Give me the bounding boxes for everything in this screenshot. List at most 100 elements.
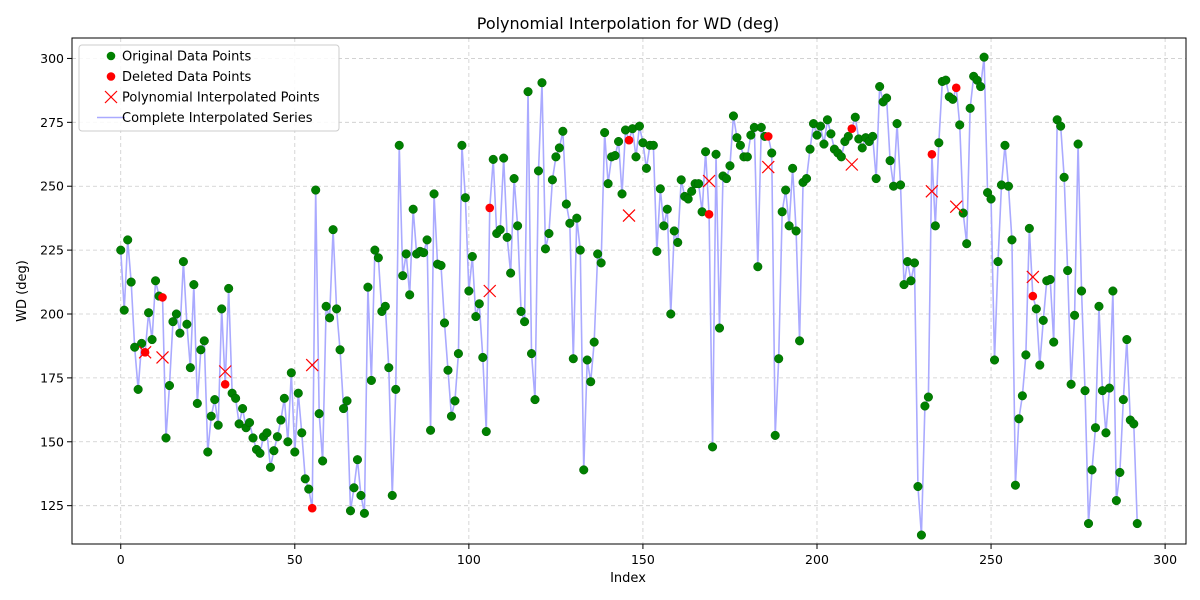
original-data-point [673, 237, 683, 247]
interpolated-point-stroke [218, 365, 232, 378]
x-axis-label: Index [610, 571, 646, 586]
original-data-point [882, 93, 892, 103]
original-data-point [297, 428, 307, 438]
plot-frame [71, 37, 1187, 545]
legend-label: Complete Interpolated Series [122, 111, 313, 126]
original-data-point [151, 276, 161, 286]
interpolated-point-stroke [949, 200, 963, 214]
original-data-point [380, 301, 390, 311]
original-data-point [892, 119, 902, 129]
original-data-point [857, 143, 867, 153]
deleted-data-point [847, 124, 857, 134]
original-data-point [1024, 223, 1034, 233]
original-data-point [300, 474, 310, 484]
original-data-point [600, 128, 610, 138]
interpolated-point [1026, 270, 1040, 284]
original-data-point [217, 304, 227, 314]
original-data-point [875, 82, 885, 92]
y-tick-label: 300 [40, 51, 64, 66]
original-data-point [203, 447, 213, 457]
original-data-point [826, 129, 836, 139]
y-tick-label: 175 [40, 370, 64, 385]
original-data-point [426, 425, 436, 435]
interpolated-point [702, 174, 716, 188]
original-data-point [255, 448, 265, 458]
original-data-point [781, 185, 791, 195]
original-data-point [767, 148, 777, 158]
original-data-point [1066, 379, 1076, 389]
x-tick-label: 100 [457, 552, 481, 567]
deleted-data-point [927, 149, 937, 159]
original-data-point [728, 111, 738, 121]
original-data-point [436, 260, 446, 270]
original-data-point [467, 251, 477, 262]
y-tick-label: 225 [40, 243, 64, 258]
original-data-point [725, 161, 735, 171]
y-axis: 125 150 175 200 225 250 275 300 [40, 51, 72, 513]
original-data-point [899, 280, 909, 290]
original-data-point [930, 221, 940, 231]
interpolated-point-stroke [761, 160, 775, 174]
original-data-point [850, 112, 860, 122]
original-data-point [565, 218, 575, 228]
y-axis-label: WD (deg) [15, 260, 30, 322]
original-data-point [962, 239, 972, 249]
original-data-point [429, 189, 439, 199]
original-data-point [582, 355, 592, 365]
original-data-point [1118, 395, 1128, 405]
original-data-point [175, 328, 185, 338]
original-data-point [206, 411, 216, 421]
original-data-point [520, 317, 530, 327]
original-data-point [721, 174, 732, 184]
original-data-point [610, 151, 620, 161]
original-data-point [398, 271, 408, 281]
original-data-point [586, 377, 596, 387]
original-data-point [1010, 480, 1020, 490]
original-data-point [1111, 496, 1121, 506]
original-data-point [540, 244, 551, 254]
original-data-point [822, 115, 832, 125]
original-data-point [614, 136, 624, 147]
original-data-point [662, 204, 672, 214]
original-data-point [185, 363, 195, 373]
original-data-point [130, 342, 140, 352]
original-data-point [513, 221, 523, 231]
original-data-point [321, 301, 331, 311]
original-data-point [1129, 419, 1139, 429]
original-data-point [1094, 301, 1104, 311]
original-data-point [742, 152, 752, 162]
original-data-point [687, 186, 697, 196]
original-data-point [262, 428, 272, 438]
original-data-point [1101, 428, 1111, 438]
original-data-point [304, 484, 314, 494]
chart-title: Polynomial Interpolation for WD (deg) [477, 14, 780, 33]
original-data-point [1083, 519, 1094, 529]
original-data-point [137, 338, 147, 348]
interpolated-point-stroke [483, 284, 497, 298]
original-data-point [439, 318, 450, 328]
original-data-point [506, 268, 516, 278]
original-data-point [457, 140, 467, 150]
original-data-point [265, 462, 275, 472]
original-data-point [537, 78, 547, 88]
original-data-point [1115, 467, 1125, 477]
original-data-point [314, 409, 324, 419]
original-data-point [1063, 266, 1073, 276]
legend-marker [106, 51, 116, 61]
deleted-data-point [704, 210, 714, 219]
original-data-point [464, 286, 474, 296]
original-data-point [593, 249, 603, 259]
interpolated-point [949, 200, 963, 214]
deleted-data-point [763, 132, 773, 141]
original-data-point [1059, 172, 1069, 182]
original-data-point [164, 381, 175, 391]
original-data-point [989, 355, 1000, 365]
legend-marker [104, 90, 118, 104]
original-data-point [1087, 465, 1097, 475]
original-data-point [116, 245, 126, 255]
original-data-point [913, 481, 923, 492]
legend-label: Original Data Points [122, 50, 251, 65]
x-tick-label: 0 [117, 552, 125, 567]
original-data-point [293, 388, 303, 398]
